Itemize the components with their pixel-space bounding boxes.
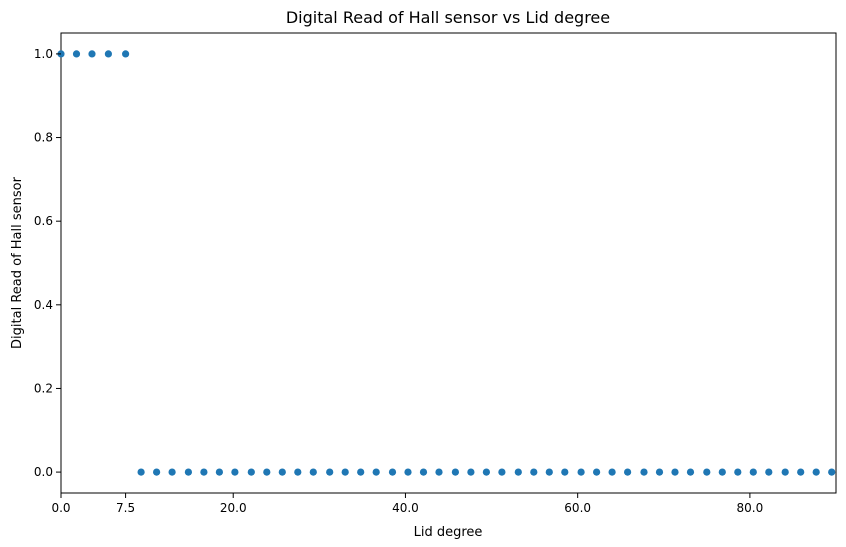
data-point	[104, 50, 112, 58]
data-point	[372, 468, 380, 476]
data-point	[498, 468, 506, 476]
x-tick-label: 7.5	[116, 501, 135, 515]
data-point	[797, 468, 805, 476]
x-tick-label: 0.0	[51, 501, 70, 515]
data-point	[577, 468, 585, 476]
data-point	[624, 468, 632, 476]
data-point	[309, 468, 317, 476]
data-point	[435, 468, 443, 476]
data-point	[545, 468, 553, 476]
y-tick-label: 0.0	[34, 465, 53, 479]
data-point	[765, 468, 773, 476]
x-axis-label: Lid degree	[414, 525, 483, 540]
data-point	[655, 468, 664, 476]
data-point	[686, 468, 695, 476]
data-point	[812, 468, 820, 476]
data-point	[703, 468, 711, 476]
data-points	[57, 50, 836, 476]
data-point	[828, 468, 836, 476]
chart-title: Digital Read of Hall sensor vs Lid degre…	[286, 8, 610, 27]
x-tick-label: 60.0	[564, 501, 591, 515]
plot-frame	[60, 32, 837, 494]
data-point	[419, 468, 428, 476]
y-tick-label: 0.8	[34, 131, 53, 145]
data-point	[640, 468, 648, 476]
data-point	[561, 468, 569, 476]
data-point	[718, 468, 726, 476]
y-axis-label: Digital Read of Hall sensor	[10, 176, 25, 349]
data-point	[153, 468, 161, 476]
data-point	[514, 468, 522, 476]
data-point	[404, 468, 412, 476]
data-point	[137, 468, 145, 476]
x-tick-label: 20.0	[220, 501, 247, 515]
data-point	[467, 468, 475, 476]
data-point	[326, 468, 334, 476]
data-point	[247, 468, 255, 476]
data-point	[451, 468, 459, 476]
data-point	[671, 468, 679, 476]
data-point	[608, 468, 616, 476]
data-point	[593, 468, 601, 476]
y-tick-label: 0.6	[34, 214, 53, 228]
data-point	[88, 50, 96, 58]
x-tick-label: 80.0	[737, 501, 764, 515]
data-point	[734, 468, 742, 476]
data-point	[482, 468, 490, 476]
y-tick-label: 1.0	[34, 47, 53, 61]
x-axis: 0.0 7.5 20.0 40.0 60.0 80.0	[51, 493, 763, 515]
data-point	[231, 468, 239, 476]
data-point	[357, 468, 365, 476]
data-point	[200, 468, 208, 476]
y-tick-label: 0.2	[34, 381, 53, 395]
data-point	[263, 468, 271, 476]
data-point	[781, 468, 789, 476]
data-point	[530, 468, 538, 476]
data-point	[184, 468, 192, 476]
plot-area	[57, 32, 837, 494]
data-point	[388, 468, 397, 476]
data-point	[72, 50, 81, 58]
data-point	[168, 468, 176, 476]
y-axis: 0.0 0.2 0.4 0.6 0.8 1.0	[34, 47, 61, 479]
data-point	[278, 468, 286, 476]
y-tick-label: 0.4	[34, 298, 53, 312]
data-point	[122, 50, 130, 58]
data-point	[341, 468, 349, 476]
x-tick-label: 40.0	[392, 501, 419, 515]
data-point	[749, 468, 757, 476]
data-point	[294, 468, 302, 476]
data-point	[215, 468, 223, 476]
